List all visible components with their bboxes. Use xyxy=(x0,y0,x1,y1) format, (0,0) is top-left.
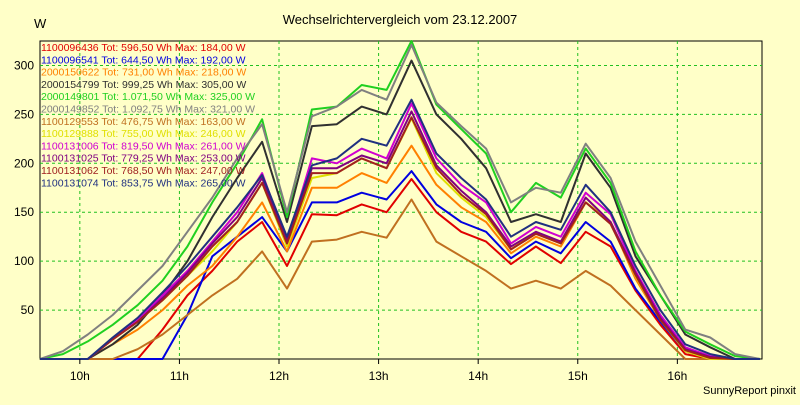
series-line-2000150622 xyxy=(40,144,760,360)
series-line-1100131074 xyxy=(40,98,760,360)
y-axis-label: W xyxy=(34,16,47,31)
legend-entry: 1100131062 Tot: 768,50 Wh Max: 247,00 W xyxy=(41,165,246,177)
chart-title: Wechselrichtervergleich vom 23.12.2007 xyxy=(283,12,518,27)
y-tick-label: 250 xyxy=(14,107,34,121)
legend-entry: 1100129553 Tot: 476,75 Wh Max: 163,00 W xyxy=(41,116,246,128)
x-tick-label: 15h xyxy=(568,369,588,383)
series-line-1100131062 xyxy=(40,116,760,360)
series-line-2000149801 xyxy=(39,40,761,360)
y-tick-label: 300 xyxy=(14,58,34,72)
series-line-1100129553 xyxy=(40,198,760,360)
series-lines xyxy=(39,40,761,360)
x-tick-label: 12h xyxy=(269,369,289,383)
footer-credit: SunnyReport pinxit xyxy=(703,385,796,397)
series-line-1100131006 xyxy=(40,102,760,360)
legend-entry: 1100096436 Tot: 596,50 Wh Max: 184,00 W xyxy=(41,42,246,54)
legend-entry: 2000154799 Tot: 999,25 Wh Max: 305,00 W xyxy=(41,79,246,91)
legend-entry: 2000149801 Tot: 1.071,50 Wh Max: 325,00 … xyxy=(41,91,255,103)
legend-entry: 2000150622 Tot: 731,00 Wh Max: 218,00 W xyxy=(41,67,246,79)
legend-entry: 2000149852 Tot: 1.092,75 Wh Max: 321,00 … xyxy=(41,104,255,116)
y-tick-label: 50 xyxy=(21,303,35,317)
legend-entry: 1100129888 Tot: 755,00 Wh Max: 246,00 W xyxy=(41,128,246,140)
x-tick-label: 11h xyxy=(170,369,189,383)
series-line-2000149852 xyxy=(39,43,761,360)
x-tick-label: 14h xyxy=(468,369,488,383)
legend-entry: 1100131025 Tot: 779,25 Wh Max: 253,00 W xyxy=(41,153,246,165)
x-tick-label: 16h xyxy=(667,369,687,383)
legend: 1100096436 Tot: 596,50 Wh Max: 184,00 W1… xyxy=(41,42,255,189)
y-tick-label: 100 xyxy=(14,254,34,268)
y-tick-label: 200 xyxy=(14,156,34,170)
axes: 50 100 150 200 250 300 10h 11h 12h 13h 14h 15h 16h xyxy=(14,58,687,383)
x-tick-label: 10h xyxy=(70,369,90,383)
x-tick-label: 13h xyxy=(369,369,389,383)
legend-entry: 1100131074 Tot: 853,75 Wh Max: 265,00 W xyxy=(41,177,246,189)
y-tick-label: 150 xyxy=(14,205,34,219)
series-line-1100096436 xyxy=(40,178,760,360)
legend-entry: 1100131006 Tot: 819,50 Wh Max: 261,00 W xyxy=(41,140,246,152)
series-line-1100096541 xyxy=(40,170,760,360)
plot-area xyxy=(39,40,763,360)
legend-entry: 1100096541 Tot: 644,50 Wh Max: 192,00 W xyxy=(41,54,246,66)
